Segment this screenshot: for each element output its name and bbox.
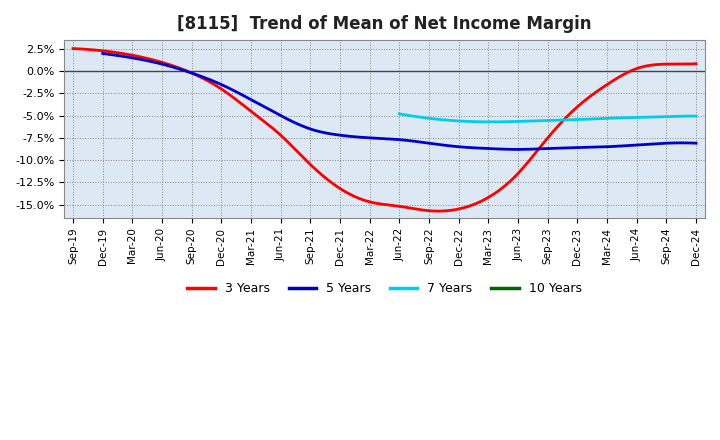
5 Years — [99, 51, 107, 56]
7 Years — [396, 111, 405, 117]
3 Years — [71, 46, 79, 51]
5 Years — [100, 51, 109, 56]
5 Years — [450, 143, 459, 149]
3 Years — [636, 65, 644, 70]
3 Years — [452, 207, 461, 212]
5 Years — [692, 140, 701, 146]
Line: 3 Years: 3 Years — [73, 48, 696, 211]
Line: 7 Years: 7 Years — [400, 114, 696, 122]
5 Years — [462, 145, 470, 150]
7 Years — [572, 117, 581, 122]
7 Years — [395, 111, 404, 117]
Legend: 3 Years, 5 Years, 7 Years, 10 Years: 3 Years, 5 Years, 7 Years, 10 Years — [182, 278, 587, 301]
3 Years — [433, 209, 442, 214]
3 Years — [596, 87, 605, 92]
7 Years — [487, 119, 495, 125]
7 Years — [577, 117, 586, 122]
7 Years — [572, 117, 580, 122]
5 Years — [638, 142, 647, 147]
3 Years — [441, 208, 450, 213]
7 Years — [646, 114, 654, 120]
Title: [8115]  Trend of Mean of Net Income Margin: [8115] Trend of Mean of Net Income Margi… — [177, 15, 592, 33]
5 Years — [600, 144, 609, 150]
3 Years — [68, 46, 77, 51]
7 Years — [692, 114, 701, 119]
5 Years — [451, 144, 460, 149]
Line: 5 Years: 5 Years — [103, 53, 696, 150]
7 Years — [665, 114, 674, 119]
3 Years — [440, 208, 449, 213]
5 Years — [513, 147, 522, 152]
3 Years — [692, 61, 701, 66]
